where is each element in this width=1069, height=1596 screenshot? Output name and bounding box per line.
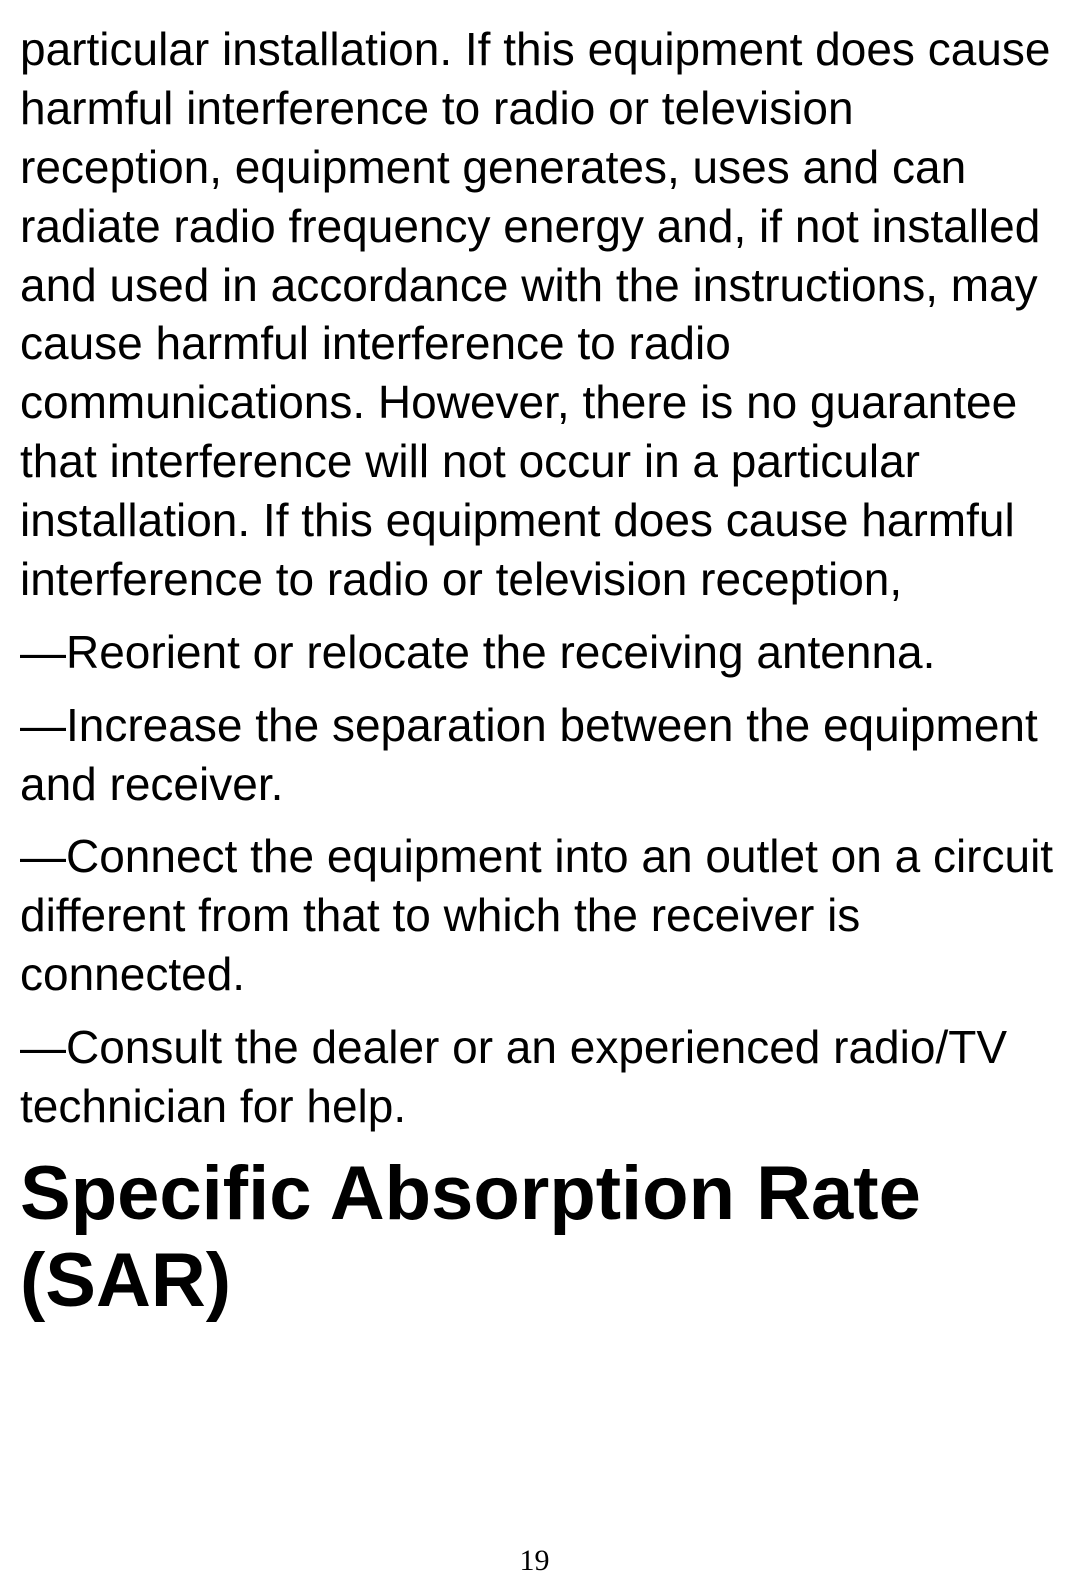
page-number: 19: [520, 1544, 550, 1578]
list-item-2: —Increase the separation between the equ…: [20, 696, 1057, 814]
list-item-1: —Reorient or relocate the receiving ante…: [20, 623, 1057, 682]
body-paragraph: particular installation. If this equipme…: [20, 20, 1057, 609]
list-item-3: —Connect the equipment into an outlet on…: [20, 827, 1057, 1004]
list-item-4: —Consult the dealer or an experienced ra…: [20, 1018, 1057, 1136]
section-heading: Specific Absorption Rate (SAR): [20, 1150, 1057, 1325]
